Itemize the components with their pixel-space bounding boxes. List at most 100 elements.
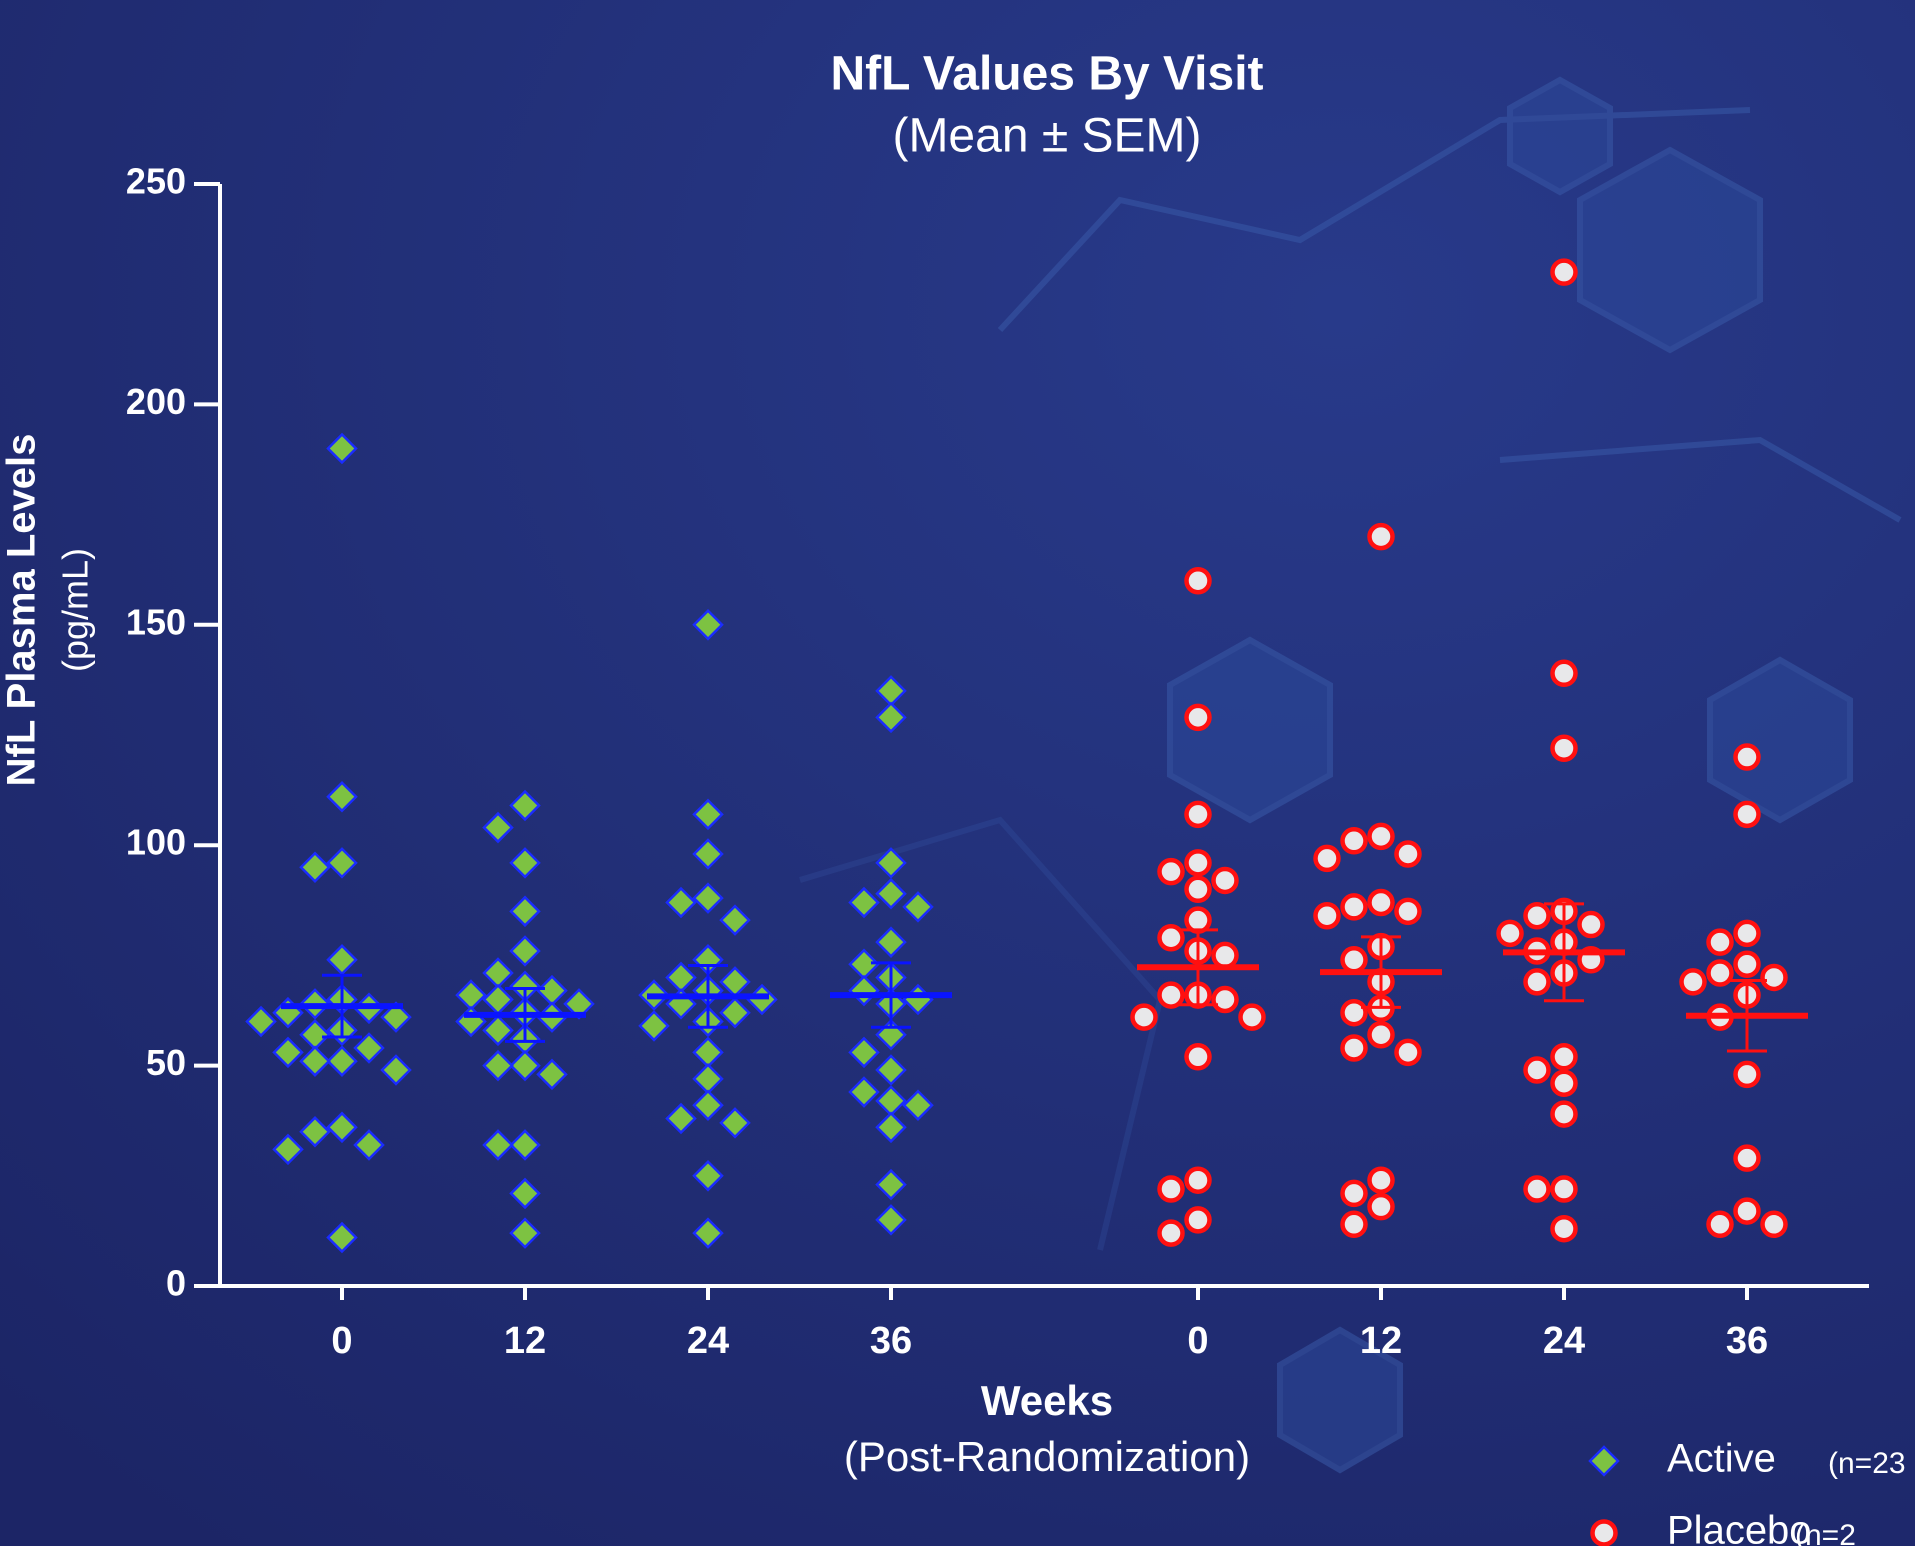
data-point [1157, 1219, 1185, 1247]
data-point [1706, 959, 1734, 987]
data-point [1184, 1166, 1212, 1194]
hexagon [1277, 1326, 1403, 1474]
data-point [1184, 875, 1212, 904]
data-point [719, 996, 751, 1029]
data-point [875, 877, 907, 910]
data-point [1733, 950, 1761, 978]
data-point [1157, 981, 1185, 1009]
data-point [1679, 968, 1707, 996]
y-tick-label: 150 [126, 601, 186, 642]
data-point [509, 1217, 541, 1249]
hexagon [1707, 656, 1853, 824]
x-tick-label: 12 [504, 1320, 546, 1362]
data-point [692, 882, 724, 914]
legend-note: (n=23 [1828, 1447, 1906, 1480]
data-point [482, 1049, 514, 1082]
data-point [1523, 968, 1551, 996]
data-point [272, 1036, 304, 1069]
data-point [665, 886, 697, 919]
data-point [1211, 941, 1239, 970]
data-point [1238, 1003, 1266, 1031]
data-point [902, 891, 934, 923]
y-tick-label: 250 [126, 161, 186, 202]
data-point [692, 1217, 724, 1249]
data-point [536, 1058, 568, 1091]
series-1 [1130, 258, 1808, 1247]
data-point [299, 1045, 331, 1077]
data-point [692, 1160, 724, 1192]
data-point [1184, 906, 1212, 934]
x-tick-label: 24 [1543, 1320, 1585, 1362]
data-point [1211, 985, 1239, 1014]
data-point [326, 1111, 358, 1144]
legend-label: Placebo [1667, 1509, 1812, 1546]
data-point [875, 1168, 907, 1201]
data-point [1157, 1175, 1185, 1203]
data-point [509, 1049, 541, 1082]
data-point [509, 789, 541, 822]
legend-note: (n=2 [1795, 1519, 1856, 1546]
data-point [875, 701, 907, 734]
data-point [1367, 1192, 1395, 1221]
data-point [1523, 901, 1551, 930]
legend-marker [1588, 1445, 1620, 1477]
y-axis-label: NfL Plasma Levels [0, 434, 44, 787]
data-point [1340, 1179, 1368, 1208]
data-point [1394, 897, 1422, 926]
data-point [380, 1001, 412, 1033]
data-point [638, 1010, 670, 1042]
data-point [1340, 1034, 1368, 1062]
data-point [482, 1014, 514, 1047]
data-point [326, 432, 358, 465]
x-axis-label: Weeks [981, 1377, 1113, 1424]
data-point [1760, 963, 1788, 992]
data-point [353, 1032, 385, 1064]
data-point [1340, 1210, 1368, 1239]
data-point [509, 895, 541, 928]
x-tick-label: 24 [687, 1320, 729, 1362]
data-point [665, 1102, 697, 1135]
hexagon [1577, 146, 1763, 354]
legend-marker [1590, 1519, 1618, 1546]
data-point [719, 1107, 751, 1139]
data-point [326, 780, 358, 813]
data-point [1550, 1175, 1578, 1203]
data-point [1184, 800, 1212, 829]
data-point [1733, 1060, 1761, 1089]
data-point [1733, 743, 1761, 771]
decoration [799, 76, 1902, 1474]
data-point [1367, 522, 1395, 551]
data-point [848, 1076, 880, 1108]
x-tick-label: 12 [1360, 1320, 1402, 1362]
data-point [692, 798, 724, 831]
data-point [299, 1115, 331, 1148]
data-point [1394, 1038, 1422, 1067]
y-tick-label: 0 [166, 1263, 186, 1304]
network-line [1499, 436, 1902, 523]
data-point [1760, 1210, 1788, 1239]
y-axis-unit: (pg/mL) [55, 548, 96, 672]
data-point [1340, 893, 1368, 921]
data-point [719, 904, 751, 936]
x-tick-label: 0 [1187, 1320, 1208, 1362]
data-point [1733, 800, 1761, 829]
data-point [1184, 703, 1212, 732]
data-point [1496, 919, 1524, 948]
data-point [692, 1089, 724, 1122]
data-point [875, 1204, 907, 1236]
data-point [245, 1005, 277, 1038]
y-tick-label: 200 [126, 381, 186, 422]
data-point [509, 1177, 541, 1210]
data-point [1733, 1197, 1761, 1225]
data-point [875, 926, 907, 958]
data-point [1157, 857, 1185, 886]
data-point [1706, 928, 1734, 956]
data-point [692, 609, 724, 641]
data-point [509, 1129, 541, 1161]
data-point [1313, 844, 1341, 873]
x-tick-label: 36 [1726, 1320, 1768, 1362]
data-point [1733, 919, 1761, 948]
data-point [902, 1089, 934, 1122]
data-point [326, 1045, 358, 1077]
